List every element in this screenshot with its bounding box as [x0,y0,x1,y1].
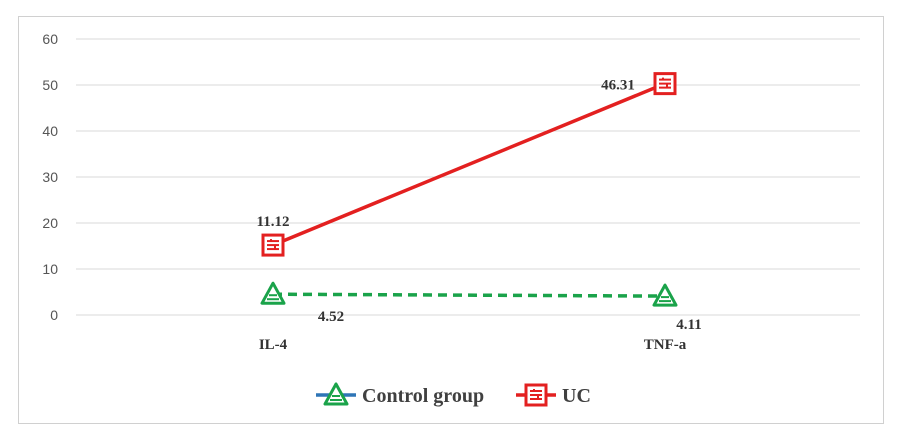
legend-marker [323,382,349,406]
series-layer [260,72,678,307]
x-tick-label: TNF-a [644,337,687,353]
y-tick-label: 10 [42,261,58,277]
series-line [272,82,666,247]
gridlines [76,38,860,316]
legend: Control group UC [316,382,591,407]
data-point-marker [261,233,285,257]
data-labels: 4.52 4.11 11.12 46.31 [257,78,702,333]
legend-marker [524,383,548,407]
series-control-group [260,281,678,307]
legend-label: UC [562,385,591,407]
data-label: 4.11 [676,317,701,333]
y-tick-label: 30 [42,169,58,185]
y-tick-label: 20 [42,215,58,231]
x-axis-ticks: IL-4 TNF-a [259,337,687,353]
y-tick-label: 40 [42,123,58,139]
series-line [272,292,666,298]
data-label: 46.31 [601,78,635,94]
y-tick-label: 0 [50,307,58,323]
y-axis-ticks: 0 10 20 30 40 50 60 [42,31,58,323]
data-point-marker [260,281,286,305]
y-tick-label: 60 [42,31,58,47]
data-label: 4.52 [318,309,344,325]
series-uc [261,72,677,257]
legend-item-uc: UC [516,383,591,407]
data-label: 11.12 [257,214,290,230]
data-point-marker [652,283,678,307]
legend-item-control-group: Control group [316,382,484,407]
chart-frame [18,16,884,424]
y-tick-label: 50 [42,77,58,93]
legend-label: Control group [362,385,484,407]
data-point-marker [653,72,677,96]
x-tick-label: IL-4 [259,337,288,353]
